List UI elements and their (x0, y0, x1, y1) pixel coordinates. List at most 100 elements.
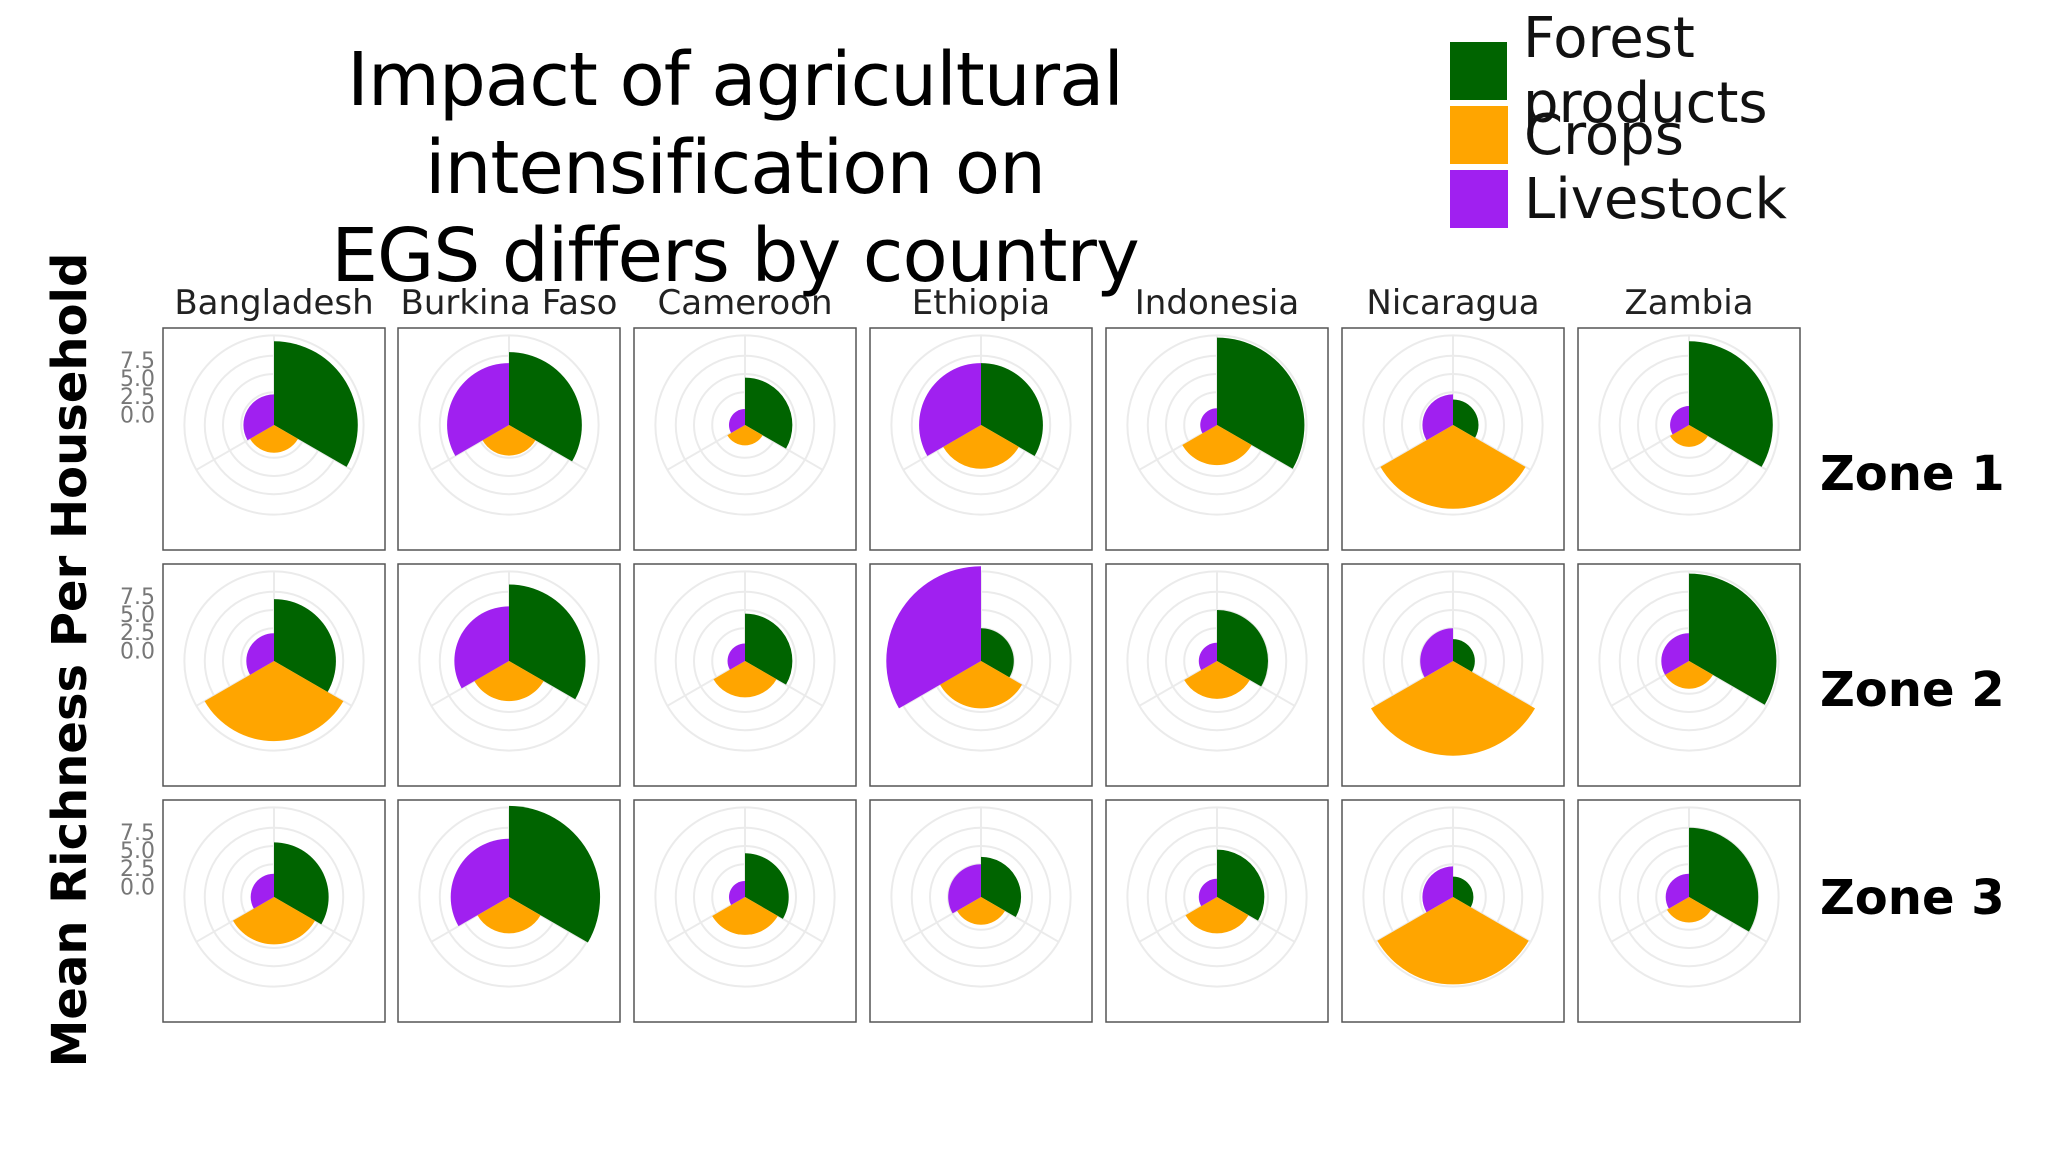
wedge-ethiopia-zone-1-forest-products (981, 363, 1043, 456)
chart-legend: Forest products Crops Livestock (1450, 6, 1950, 236)
grid-spoke (273, 896, 353, 943)
wedge-nicaragua-zone-1-crops (1380, 425, 1526, 509)
country-header-indonesia: Indonesia (1135, 283, 1299, 323)
grid-spoke (1374, 660, 1454, 707)
radial-tick-label: 0.0 (120, 875, 155, 900)
wedge-ethiopia-zone-3-forest-products (981, 856, 1022, 918)
radial-tick-label: 7.5 (120, 349, 155, 374)
wedge-zambia-zone-3-crops (1666, 897, 1712, 923)
wedge-burkina-faso-zone-3-crops (477, 897, 541, 934)
country-header-nicaragua: Nicaragua (1366, 283, 1539, 323)
wedge-nicaragua-zone-2-livestock (1420, 628, 1453, 678)
slide-title: Impact of agricultural intensification o… (100, 36, 1370, 300)
wedge-indonesia-zone-1-forest-products (1217, 337, 1305, 469)
wedge-indonesia-zone-1-crops (1182, 425, 1252, 466)
grid-spoke (1688, 424, 1768, 471)
radial-tick-label: 2.5 (120, 385, 155, 410)
country-header-zambia: Zambia (1624, 283, 1753, 323)
wedge-bangladesh-zone-2-livestock (246, 633, 274, 675)
wedge-burkina-faso-zone-1-crops (482, 425, 536, 456)
country-header-cameroon: Cameroon (658, 283, 833, 323)
radial-tick-label: 0.0 (120, 639, 155, 664)
grid-spoke (902, 424, 982, 471)
wedge-burkina-faso-zone-2-crops (474, 661, 544, 702)
wedge-nicaragua-zone-2-crops (1370, 661, 1536, 756)
wedge-ethiopia-zone-2-livestock (886, 566, 981, 709)
title-line-2: EGS differs by country (331, 213, 1140, 299)
wedge-cameroon-zone-1-forest-products (745, 377, 793, 449)
zone-label-2: Zone 2 (1820, 662, 2005, 718)
wedge-burkina-faso-zone-1-livestock (447, 363, 509, 456)
grid-spoke (430, 660, 510, 707)
wedge-zambia-zone-1-livestock (1670, 406, 1689, 435)
wedge-nicaragua-zone-2-forest-products (1453, 639, 1475, 672)
radial-tick-label: 7.5 (120, 821, 155, 846)
zone-label-3: Zone 3 (1820, 870, 2005, 926)
wedge-bangladesh-zone-3-livestock (250, 873, 274, 909)
wedge-bangladesh-zone-3-crops (232, 897, 316, 945)
wedge-bangladesh-zone-2-forest-products (274, 599, 336, 692)
wedge-zambia-zone-3-forest-products (1689, 827, 1759, 932)
wedge-indonesia-zone-2-livestock (1198, 642, 1217, 671)
radial-tick-label: 5.0 (120, 603, 155, 628)
wedge-zambia-zone-2-crops (1665, 661, 1713, 689)
country-header-ethiopia: Ethiopia (912, 283, 1050, 323)
legend-swatch-crops (1450, 106, 1508, 164)
wedge-indonesia-zone-3-livestock (1198, 878, 1217, 907)
legend-label-forest-products: Forest products (1523, 6, 1768, 136)
legend-item-livestock: Livestock (1450, 166, 1787, 232)
legend-label-livestock: Livestock (1524, 166, 1787, 232)
wedge-nicaragua-zone-3-crops (1377, 897, 1529, 985)
wedge-bangladesh-zone-1-livestock (243, 394, 274, 441)
radial-tick-label: 2.5 (120, 857, 155, 882)
wedge-cameroon-zone-2-crops (713, 661, 777, 698)
wedge-ethiopia-zone-2-crops (939, 661, 1023, 709)
wedge-cameroon-zone-3-forest-products (745, 853, 789, 919)
wedge-nicaragua-zone-1-forest-products (1453, 399, 1479, 438)
wedge-burkina-faso-zone-3-livestock (450, 838, 509, 927)
wedge-burkina-faso-zone-3-forest-products (509, 805, 601, 943)
grid-spoke (1216, 424, 1296, 471)
wedge-cameroon-zone-3-livestock (728, 880, 745, 906)
radial-tick-label: 0.0 (120, 403, 155, 428)
wedge-bangladesh-zone-3-forest-products (274, 842, 329, 925)
wedge-indonesia-zone-3-forest-products (1217, 849, 1265, 921)
legend-item-crops: Crops (1450, 102, 1684, 168)
title-line-1: Impact of agricultural intensification o… (347, 37, 1124, 211)
wedge-cameroon-zone-3-crops (712, 897, 778, 935)
radial-tick-label: 5.0 (120, 367, 155, 392)
wedge-ethiopia-zone-1-livestock (919, 363, 981, 456)
wedge-bangladesh-zone-1-forest-products (274, 341, 358, 467)
radial-tick-label: 2.5 (120, 621, 155, 646)
zone-label-1: Zone 1 (1820, 446, 2005, 502)
country-header-burkina-faso: Burkina Faso (401, 283, 618, 323)
wedge-cameroon-zone-1-crops (727, 425, 763, 446)
wedge-cameroon-zone-1-livestock (728, 408, 745, 434)
grid-spoke (980, 424, 1060, 471)
wedge-bangladesh-zone-2-crops (204, 661, 344, 742)
legend-label-crops: Crops (1524, 102, 1684, 168)
wedge-burkina-faso-zone-2-livestock (454, 606, 509, 689)
wedge-nicaragua-zone-1-livestock (1422, 394, 1453, 441)
wedge-cameroon-zone-2-livestock (727, 643, 745, 670)
radial-tick-label: 5.0 (120, 839, 155, 864)
wedge-indonesia-zone-3-crops (1185, 897, 1249, 934)
wedge-ethiopia-zone-2-forest-products (981, 628, 1014, 678)
grid-spoke (980, 660, 1060, 707)
wedge-zambia-zone-1-forest-products (1689, 341, 1773, 467)
wedge-zambia-zone-2-livestock (1661, 633, 1689, 675)
grid-spoke (430, 424, 510, 471)
country-header-bangladesh: Bangladesh (174, 283, 373, 323)
wedge-indonesia-zone-2-crops (1184, 661, 1250, 699)
wedge-ethiopia-zone-3-crops (957, 897, 1005, 925)
wedge-nicaragua-zone-3-livestock (1422, 866, 1453, 913)
wedge-cameroon-zone-2-forest-products (745, 613, 793, 685)
legend-item-forest-products: Forest products (1450, 6, 1950, 136)
wedge-ethiopia-zone-3-livestock (948, 864, 981, 914)
radial-tick-label: 7.5 (120, 585, 155, 610)
legend-swatch-forest-products (1450, 42, 1508, 100)
legend-swatch-livestock (1450, 170, 1508, 228)
wedge-burkina-faso-zone-2-forest-products (509, 584, 586, 700)
